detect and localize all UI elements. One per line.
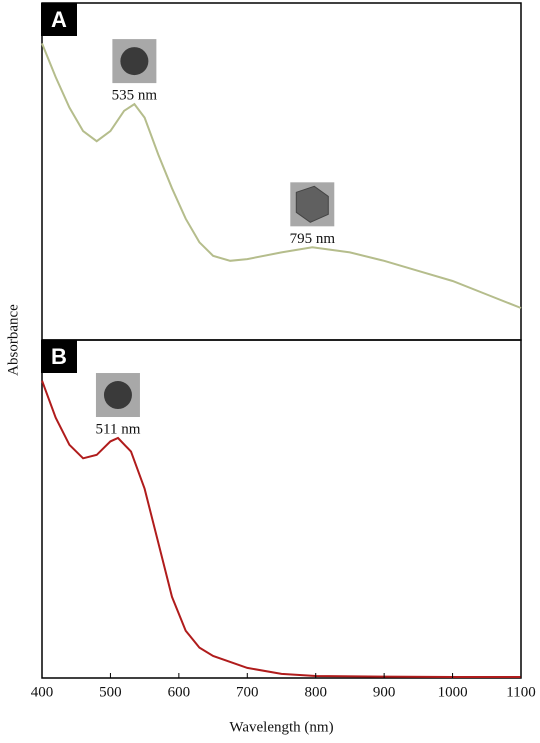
annotation: 535 nm: [112, 88, 158, 104]
panel-label: B: [51, 344, 67, 369]
x-tick-label: 900: [373, 684, 396, 700]
x-axis-label: Wavelength (nm): [229, 719, 333, 735]
annotation: 795 nm: [290, 231, 336, 247]
x-tick-label: 1100: [506, 684, 535, 700]
x-tick-label: 800: [304, 684, 327, 700]
thumbnail-particle: [295, 185, 329, 223]
x-tick-label: 1000: [438, 684, 468, 700]
thumbnail-particle: [103, 381, 132, 410]
panel-label-box: [41, 340, 77, 373]
x-tick-label: 500: [99, 684, 122, 700]
line-series: [41, 43, 522, 309]
panel-label-box: [41, 3, 77, 36]
x-tick-label: 700: [236, 684, 259, 700]
thumbnail-particle: [120, 47, 149, 76]
x-tick-label: 400: [31, 684, 54, 700]
annotation: 511 nm: [96, 421, 141, 437]
x-tick-label: 600: [168, 684, 191, 700]
line-series: [41, 380, 521, 678]
panel-label: A: [51, 7, 67, 32]
y-axis-label: Absorbance: [5, 304, 21, 376]
panel-frame: [41, 339, 522, 679]
